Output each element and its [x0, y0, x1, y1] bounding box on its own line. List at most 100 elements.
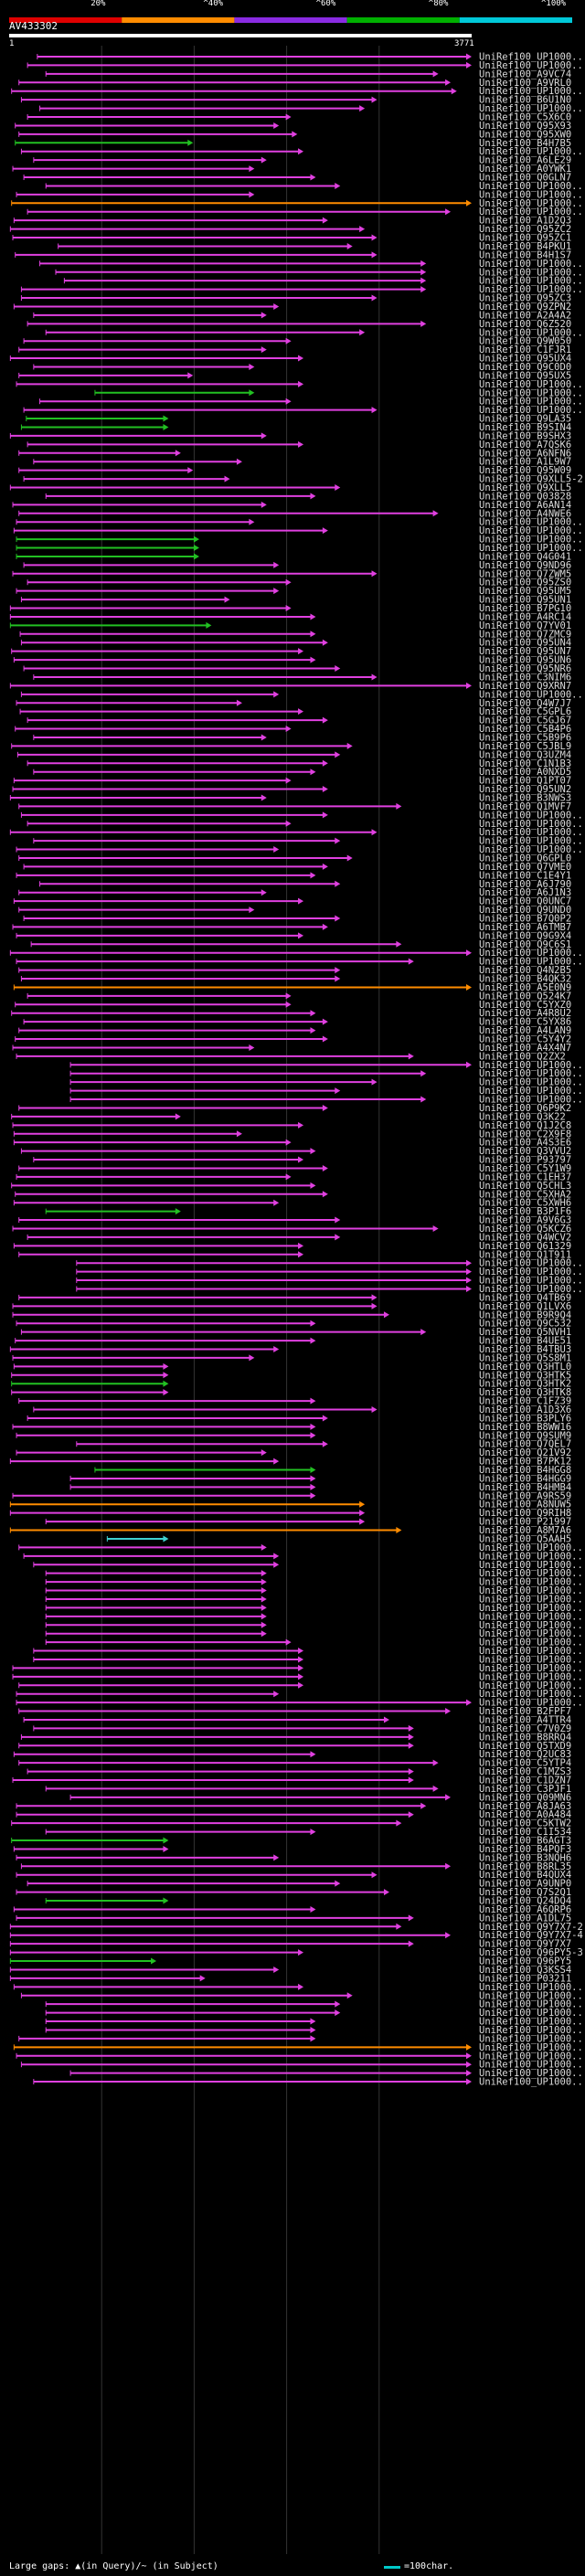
hit-label[interactable]: UniRef100_UP1000... [479, 1560, 585, 1571]
hit-label[interactable]: UniRef100_Q21V92 [479, 1447, 571, 1458]
hit-row[interactable]: UniRef100_UP1000... [76, 1284, 585, 1295]
hit-label[interactable]: UniRef100_B9SHX3 [479, 430, 571, 441]
hit-label[interactable]: UniRef100_Q2UC83 [479, 1749, 571, 1760]
hit-row[interactable]: UniRef100_UP1000... [16, 1689, 585, 1700]
hit-label[interactable]: UniRef100_A8JA63 [479, 1801, 571, 1812]
hit-label[interactable]: UniRef100_B4QK32 [479, 974, 571, 985]
hit-row[interactable]: UniRef100_Q1PT07 [13, 776, 571, 787]
hit-row[interactable]: UniRef100_Q4W7J7 [16, 698, 571, 709]
hit-row[interactable]: UniRef100_B4HMB4 [69, 1482, 571, 1493]
hit-label[interactable]: UniRef100_UP1000... [479, 948, 585, 959]
hit-label[interactable]: UniRef100_P93797 [479, 1155, 571, 1166]
hit-row[interactable]: UniRef100_B6U1N0 [20, 95, 571, 106]
hit-row[interactable]: UniRef100_Q3VVU2 [20, 1146, 571, 1157]
hit-row[interactable]: UniRef100_UP1000... [45, 2017, 585, 2028]
hit-row[interactable]: UniRef100_UP1000... [45, 1594, 585, 1605]
hit-row[interactable]: UniRef100_A0NXD5 [33, 767, 571, 778]
hit-label[interactable]: UniRef100_C1N1B3 [479, 758, 571, 769]
hit-label[interactable]: UniRef100_Q4WCV2 [479, 1232, 571, 1243]
hit-label[interactable]: UniRef100_B6U1N0 [479, 95, 571, 106]
hit-label[interactable]: UniRef100_Q9XLL5 [479, 482, 571, 493]
hit-row[interactable]: UniRef100_UP1000... [16, 2051, 585, 2062]
hit-row[interactable]: UniRef100_B9R9Q4 [12, 1309, 571, 1320]
hit-label[interactable]: UniRef100_C2X9F8 [479, 1129, 571, 1140]
hit-label[interactable]: UniRef100_C5GPL6 [479, 706, 571, 717]
hit-label[interactable]: UniRef100_A4S3E6 [479, 1138, 571, 1149]
hit-row[interactable]: UniRef100_C5GJ67 [27, 716, 571, 726]
hit-label[interactable]: UniRef100_A6LE29 [479, 155, 571, 166]
hit-label[interactable]: UniRef100_Q3UZM4 [479, 749, 571, 760]
hit-label[interactable]: UniRef100_UP1000... [479, 1284, 585, 1295]
hit-row[interactable]: UniRef100_P21997 [45, 1517, 571, 1528]
hit-label[interactable]: UniRef100_UP1000... [479, 1999, 585, 2010]
hit-label[interactable]: UniRef100_Q9W050 [479, 336, 571, 347]
hit-row[interactable]: UniRef100_C3PJF1 [45, 1784, 571, 1795]
hit-label[interactable]: UniRef100_UP1000... [479, 379, 585, 390]
hit-row[interactable]: UniRef100_B2FPF7 [18, 1706, 571, 1717]
hit-label[interactable]: UniRef100_Q9G9X4 [479, 930, 571, 941]
hit-row[interactable]: UniRef100_Q1MVF7 [18, 801, 571, 812]
hit-label[interactable]: UniRef100_A1DL75 [479, 1913, 571, 1924]
hit-row[interactable]: UniRef100_UP1000... [23, 405, 585, 416]
hit-label[interactable]: UniRef100_UP1000... [479, 543, 585, 554]
hit-label[interactable]: UniRef100_Q5AAH5 [479, 1533, 571, 1544]
hit-label[interactable]: UniRef100_B9R9Q4 [479, 1309, 571, 1320]
hit-label[interactable]: UniRef100_Q2ZX2 [479, 1051, 566, 1062]
hit-row[interactable]: UniRef100_UP1000... [45, 1568, 585, 1579]
hit-label[interactable]: UniRef100_A6QRP6 [479, 1904, 571, 1915]
hit-row[interactable]: UniRef100_Q7ZWM5 [12, 568, 571, 579]
hit-row[interactable]: UniRef100_UP1000... [16, 517, 585, 528]
hit-label[interactable]: UniRef100_UP1000... [479, 844, 585, 855]
hit-label[interactable]: UniRef100_B4PQF3 [479, 1844, 571, 1855]
hit-row[interactable]: UniRef100_UP1000... [12, 1663, 585, 1674]
hit-row[interactable]: UniRef100_UP1000... [9, 948, 585, 959]
hit-row[interactable]: UniRef100_Q9G9X4 [16, 930, 571, 941]
hit-label[interactable]: UniRef100_UP1000... [479, 1982, 585, 1993]
hit-label[interactable]: UniRef100_Q1T911 [479, 1249, 571, 1260]
hit-label[interactable]: UniRef100_B4QUX4 [479, 1870, 571, 1881]
hit-label[interactable]: UniRef100_Q95NR6 [479, 663, 571, 674]
hit-label[interactable]: UniRef100_UP1000... [479, 1060, 585, 1071]
hit-label[interactable]: UniRef100_A7QSK6 [479, 440, 571, 451]
hit-row[interactable]: UniRef100_A4TTR4 [23, 1714, 571, 1725]
hit-label[interactable]: UniRef100_Q61329 [479, 1241, 571, 1252]
hit-label[interactable]: UniRef100_C5Y4Y2 [479, 1034, 571, 1045]
hit-row[interactable]: UniRef100_A4RC14 [9, 611, 571, 622]
hit-row[interactable]: UniRef100_UP1000... [69, 1095, 585, 1106]
hit-row[interactable]: UniRef100_Q95UN6 [13, 655, 571, 666]
hit-label[interactable]: UniRef100_Q1J2C8 [479, 1120, 571, 1131]
hit-row[interactable]: UniRef100_Q7S2Q1 [16, 1887, 571, 1898]
hit-row[interactable]: UniRef100_A9V6G3 [18, 1215, 571, 1226]
hit-label[interactable]: UniRef100_A1D3X6 [479, 1405, 571, 1415]
hit-row[interactable]: UniRef100_Q9Y7X7-4 [9, 1930, 583, 1941]
hit-row[interactable]: UniRef100_C1FJR1 [18, 345, 571, 355]
hit-row[interactable]: UniRef100_A8NUW5 [9, 1500, 571, 1511]
hit-label[interactable]: UniRef100_UP1000... [479, 2068, 585, 2079]
hit-label[interactable]: UniRef100_UP1000... [479, 146, 585, 157]
hit-row[interactable]: UniRef100_UP1000... [76, 1258, 585, 1269]
hit-label[interactable]: UniRef100_P03211 [479, 1973, 571, 1984]
hit-row[interactable]: UniRef100_C1FZ39 [18, 1396, 571, 1407]
hit-label[interactable]: UniRef100_A0A484 [479, 1809, 571, 1820]
hit-label[interactable]: UniRef100_UP1000... [479, 1689, 585, 1700]
hit-row[interactable]: UniRef100_UP1000... [16, 844, 585, 855]
hit-label[interactable]: UniRef100_A9VRL0 [479, 78, 571, 89]
hit-row[interactable]: UniRef100_UP1000... [45, 2008, 585, 2019]
hit-label[interactable]: UniRef100_UP1000... [479, 810, 585, 821]
hit-row[interactable]: UniRef100_C5YTP4 [18, 1758, 571, 1769]
hit-label[interactable]: UniRef100_A1D2Q3 [479, 216, 571, 227]
hit-row[interactable]: UniRef100_UP1000... [33, 1654, 585, 1665]
hit-label[interactable]: UniRef100_Q95X93 [479, 121, 571, 132]
hit-row[interactable]: UniRef100_C5XWH6 [13, 1198, 571, 1209]
hit-row[interactable]: UniRef100_UP1000... [18, 1680, 585, 1691]
hit-label[interactable]: UniRef100_B4UE51 [479, 1336, 571, 1347]
hit-label[interactable]: UniRef100_B4HGG8 [479, 1465, 571, 1476]
hit-row[interactable]: UniRef100_UP1000... [45, 1628, 585, 1639]
hit-row[interactable]: UniRef100_A6LE29 [33, 155, 571, 166]
hit-row[interactable]: UniRef100_Q3HTK8 [11, 1387, 571, 1398]
hit-label[interactable]: UniRef100_UP1000... [479, 327, 585, 338]
hit-row[interactable]: UniRef100_UP1000... [45, 1603, 585, 1614]
hit-row[interactable]: UniRef100_UP1000... [33, 836, 585, 847]
hit-row[interactable]: UniRef100_Q9C6S1 [30, 939, 571, 950]
hit-row[interactable]: UniRef100_B8RL35 [20, 1861, 571, 1872]
